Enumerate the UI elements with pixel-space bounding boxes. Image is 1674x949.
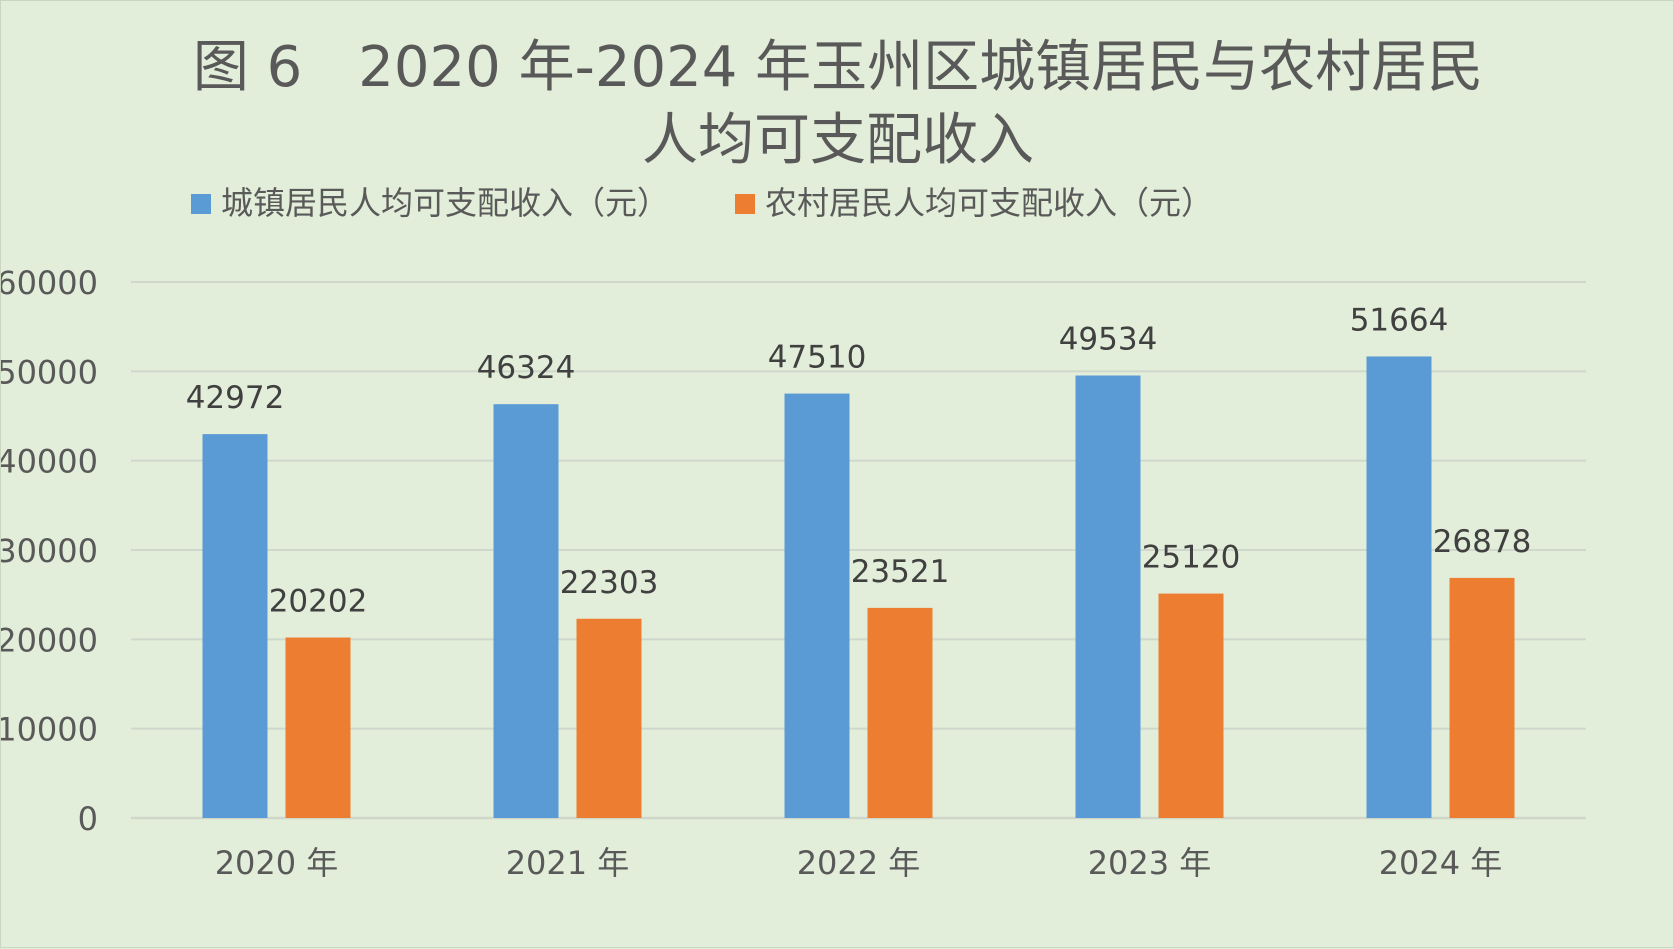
bar-series-2-3	[867, 607, 933, 818]
bar-series-1-5	[1366, 356, 1432, 818]
gridlines	[131, 281, 1586, 820]
y-tick-label: 10000	[1, 711, 98, 749]
x-tick-label: 2024 年	[1379, 844, 1503, 882]
y-tick-label: 40000	[1, 443, 98, 481]
legend-swatch-2	[735, 194, 755, 214]
legend-swatch-1	[191, 194, 211, 214]
y-tick-label: 0	[78, 800, 98, 838]
data-label: 42972	[186, 380, 285, 416]
chart-title-line-2: 人均可支配收入	[642, 108, 1034, 173]
data-labels: 42972 20202 46324 22303 47510 23521 49534 25120…	[186, 302, 1532, 619]
x-tick-label: 2020 年	[215, 844, 339, 882]
data-label: 46324	[477, 350, 576, 386]
data-label: 51664	[1350, 302, 1449, 338]
bar-series-1-4	[1075, 375, 1141, 818]
y-tick-label: 20000	[1, 621, 98, 659]
bar-series-2-5	[1449, 577, 1515, 818]
x-tick-label: 2022 年	[797, 844, 921, 882]
data-label: 25120	[1142, 540, 1241, 576]
legend-label-2: 农村居民人均可支配收入（元）	[765, 184, 1213, 222]
data-label: 47510	[768, 340, 867, 376]
bar-series-1-2	[493, 404, 559, 818]
legend: 城镇居民人均可支配收入（元） 农村居民人均可支配收入（元）	[191, 184, 1213, 222]
x-tick-label: 2023 年	[1088, 844, 1212, 882]
data-label: 49534	[1059, 321, 1158, 357]
x-axis: 2020 年 2021 年 2022 年 2023 年 2024 年	[215, 844, 1503, 882]
bar-series-2-1	[285, 637, 351, 818]
data-label: 22303	[560, 565, 659, 601]
data-label: 26878	[1433, 524, 1532, 560]
chart-title-line-1: 图 6 2020 年-2024 年玉州区城镇居民与农村居民	[193, 35, 1483, 100]
legend-label-1: 城镇居民人均可支配收入（元）	[221, 184, 669, 222]
data-label: 23521	[851, 554, 950, 590]
bar-series-1-3	[784, 393, 850, 818]
y-axis: 0 10000 20000 30000 40000 50000 60000	[1, 264, 98, 838]
x-tick-label: 2021 年	[506, 844, 630, 882]
y-tick-label: 30000	[1, 532, 98, 570]
bar-series-2-2	[576, 618, 642, 818]
chart-title: 图 6 2020 年-2024 年玉州区城镇居民与农村居民 人均可支配收入	[193, 35, 1483, 173]
y-tick-label: 50000	[1, 353, 98, 391]
y-tick-label: 60000	[1, 264, 98, 302]
bar-series-1-1	[202, 434, 268, 818]
bars	[202, 356, 1515, 818]
data-label: 20202	[269, 584, 368, 620]
bar-series-2-4	[1158, 593, 1224, 818]
